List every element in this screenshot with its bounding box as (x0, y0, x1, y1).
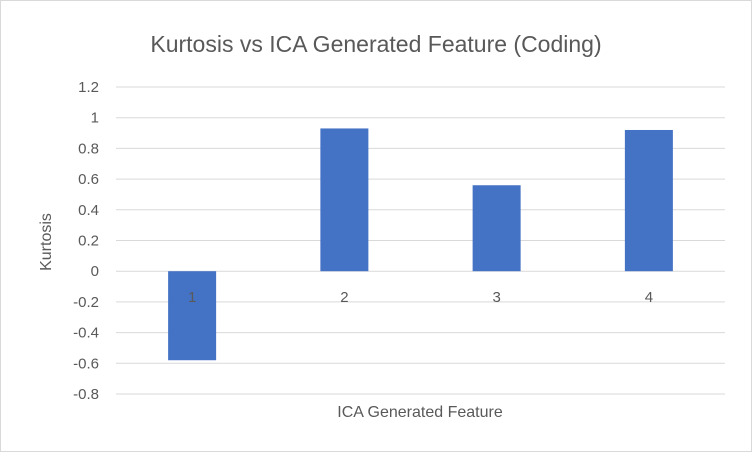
y-axis-title: Kurtosis (38, 213, 55, 271)
y-tick-label: 0.4 (78, 202, 99, 219)
y-tick-label: -0.8 (73, 386, 99, 403)
bars (168, 128, 673, 361)
y-tick-label: 0.8 (78, 140, 99, 157)
x-category-label: 2 (340, 289, 348, 306)
bar-3 (472, 185, 521, 272)
chart-title: Kurtosis vs ICA Generated Feature (Codin… (150, 31, 601, 57)
bar-2 (320, 128, 369, 272)
y-tick-label: 0.2 (78, 233, 99, 250)
y-tick-label: -0.2 (73, 294, 99, 311)
y-tick-label: 0 (91, 263, 99, 280)
x-axis-title: ICA Generated Feature (337, 404, 503, 421)
x-category-label: 4 (645, 289, 653, 306)
x-category-label: 1 (188, 289, 196, 306)
y-tick-label: 0.6 (78, 171, 99, 188)
gridlines (116, 86, 725, 395)
y-tick-label: -0.6 (73, 355, 99, 372)
bar-1 (168, 271, 217, 361)
y-axis-ticks: 1.2 1 0.8 0.6 0.4 0.2 0 -0.2 -0.4 -0.6 -0.8 (73, 79, 99, 403)
x-category-label: 3 (492, 289, 500, 306)
bar-4 (624, 129, 673, 272)
y-tick-label: 1 (91, 110, 99, 127)
x-axis-categories: 1 2 3 4 (188, 289, 653, 306)
y-tick-label: -0.4 (73, 325, 99, 342)
y-tick-label: 1.2 (78, 79, 99, 96)
